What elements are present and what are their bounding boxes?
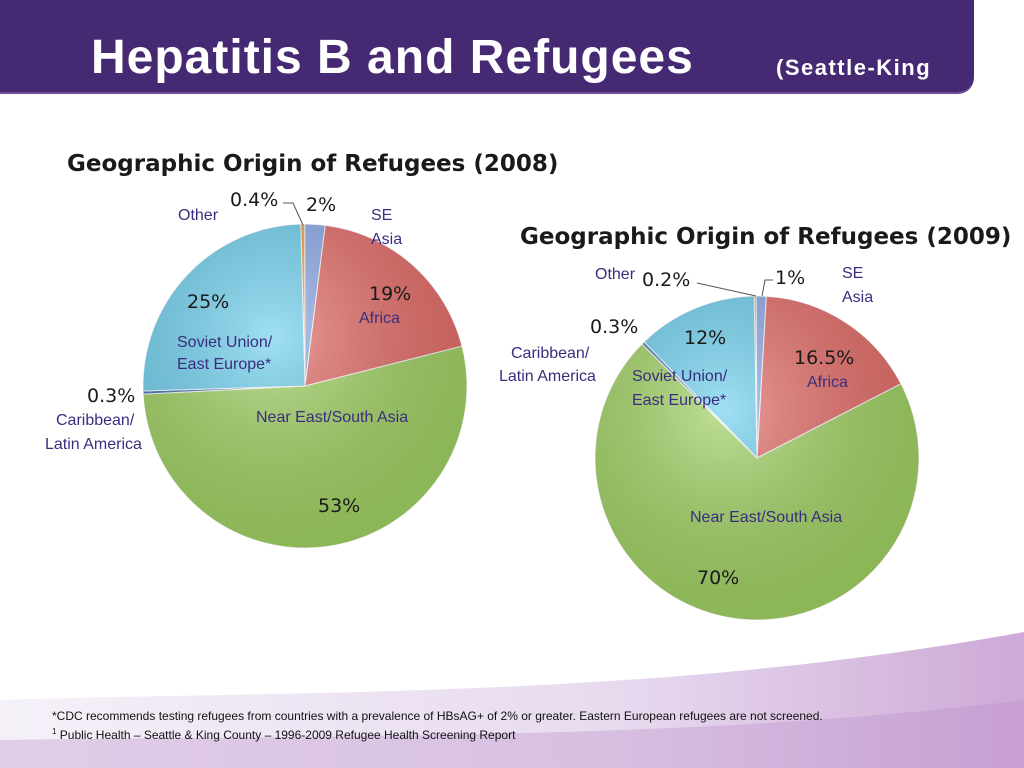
slice-label-soviet-2009-line1: Soviet Union/ [632,368,728,385]
slice-label-seasia-2008-line1: SE [371,207,392,224]
slice-pct-africa-2009: 16.5% [794,347,854,369]
page-subtitle: (Seattle-King [776,55,932,80]
slice-label-seasia-2008-line2: Asia [371,231,402,248]
slice-pct-africa-2008: 19% [369,283,411,305]
pie-chart-2008 [142,223,468,549]
leader-line [696,282,757,297]
page-title: Hepatitis B and Refugees [91,31,694,84]
slice-label-neareast-2009: Near East/South Asia [690,509,842,526]
slice-label-caribbean-2008-line1: Caribbean/ [56,412,135,429]
slice-label-neareast-2008: Near East/South Asia [256,409,408,426]
slice-label-seasia-2009-line2: Asia [842,289,873,306]
footnote-cdc: *CDC recommends testing refugees from co… [52,709,823,723]
slice-label-caribbean-2009-line1: Caribbean/ [511,345,590,362]
slice-pct-seasia-2008: 2% [306,194,336,216]
leader-line [283,202,304,226]
slice-label-soviet-2008-line2: East Europe* [177,356,271,373]
footnote-source: 1 Public Health – Seattle & King County … [52,724,1012,743]
header-bar: Hepatitis B and Refugees (Seattle-King [0,0,974,92]
chart-title-2009: Geographic Origin of Refugees (2009) [520,224,1012,250]
slice-label-soviet-2008-line1: Soviet Union/ [177,334,273,351]
slice-pct-soviet-2009: 12% [684,327,726,349]
footnote-source-text: Public Health – Seattle & King County – … [56,728,516,742]
pie-chart-2009 [594,295,920,621]
slice-pct-other-2009: 0.2% [642,269,690,291]
slice-label-caribbean-2009-line2: Latin America [499,368,596,385]
pie-shading-2008 [143,224,467,548]
slice-label-other-2009: Other [595,266,636,283]
slice-pct-other-2008: 0.4% [230,189,278,211]
pie-shading-2009 [595,296,919,620]
slice-label-africa-2008: Africa [359,310,400,327]
leader-line [761,279,773,297]
slice-label-seasia-2009-line1: SE [842,265,863,282]
slice-pct-soviet-2008: 25% [187,291,229,313]
slice-pct-caribbean-2008: 0.3% [87,385,135,407]
chart-title-2008: Geographic Origin of Refugees (2008) [67,151,559,177]
slice-pct-seasia-2009: 1% [775,267,805,289]
slice-label-soviet-2009-line2: East Europe* [632,392,726,409]
slice-label-other-2008: Other [178,207,219,224]
slice-pct-neareast-2009: 70% [697,567,739,589]
slice-pct-neareast-2008: 53% [318,495,360,517]
slice-pct-caribbean-2009: 0.3% [590,316,638,338]
footnotes: *CDC recommends testing refugees from co… [52,708,1012,743]
footnote-marker: 1 [52,727,57,736]
slice-label-caribbean-2008-line2: Latin America [45,436,142,453]
slice-label-africa-2009: Africa [807,374,848,391]
